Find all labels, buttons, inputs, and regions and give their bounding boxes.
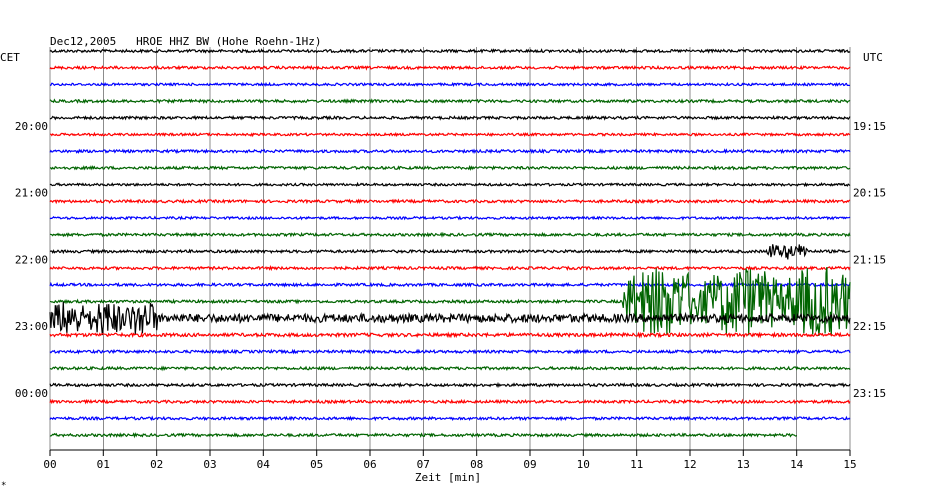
trace-5 bbox=[49, 114, 851, 121]
x-tick-label: 09 bbox=[523, 458, 536, 471]
left-hour-label: 20:00 bbox=[15, 120, 48, 133]
trace-12 bbox=[49, 231, 851, 238]
x-tick-label: 01 bbox=[97, 458, 110, 471]
trace-18 bbox=[49, 331, 851, 339]
corner-mark: * bbox=[1, 481, 6, 491]
left-hour-label: 23:00 bbox=[15, 320, 48, 333]
x-tick-label: 15 bbox=[843, 458, 856, 471]
x-tick-label: 08 bbox=[470, 458, 483, 471]
trace-20 bbox=[49, 365, 851, 372]
left-hour-label: 22:00 bbox=[15, 253, 48, 266]
trace-7 bbox=[49, 148, 851, 155]
trace-24 bbox=[49, 432, 798, 439]
left-hour-label: 21:00 bbox=[15, 187, 48, 200]
trace-4 bbox=[49, 98, 851, 105]
right-hour-label: 21:15 bbox=[853, 253, 886, 266]
trace-21 bbox=[49, 381, 851, 389]
right-hour-label: 23:15 bbox=[853, 387, 886, 400]
trace-10 bbox=[49, 198, 851, 205]
x-axis-label: Zeit [min] bbox=[415, 471, 481, 484]
trace-group bbox=[49, 47, 851, 439]
trace-9 bbox=[49, 181, 851, 188]
x-tick-label: 12 bbox=[683, 458, 696, 471]
trace-3 bbox=[49, 81, 851, 88]
trace-2 bbox=[49, 64, 851, 71]
right-hour-label: 20:15 bbox=[853, 187, 886, 200]
x-tick-label: 04 bbox=[257, 458, 271, 471]
trace-19 bbox=[49, 348, 851, 355]
x-tick-label: 10 bbox=[577, 458, 590, 471]
right-hour-label: 19:15 bbox=[853, 120, 886, 133]
x-tick-label: 02 bbox=[150, 458, 163, 471]
x-tick-label: 05 bbox=[310, 458, 323, 471]
x-tick-label: 06 bbox=[363, 458, 376, 471]
trace-6 bbox=[50, 131, 851, 138]
x-tick-label: 14 bbox=[790, 458, 804, 471]
x-tick-label: 11 bbox=[630, 458, 643, 471]
trace-17 bbox=[49, 301, 851, 336]
trace-1 bbox=[49, 47, 851, 54]
trace-14 bbox=[49, 264, 851, 272]
right-timezone-label: UTC bbox=[863, 51, 883, 64]
x-tick-label: 03 bbox=[203, 458, 216, 471]
trace-16 bbox=[49, 267, 851, 336]
trace-23 bbox=[49, 415, 851, 422]
time-labels: 20:00 21:00 22:00 23:00 00:00 19:15 20:15 21:15… bbox=[15, 120, 886, 400]
trace-13 bbox=[49, 244, 851, 260]
trace-8 bbox=[49, 164, 851, 172]
trace-11 bbox=[49, 215, 851, 221]
chart-title: Dec12,2005 HROE HHZ BW (Hohe Roehn-1Hz) bbox=[50, 35, 322, 48]
x-tick-label: 07 bbox=[417, 458, 430, 471]
x-axis: 00 01 02 03 04 05 06 07 08 09 10 11 12 13 14 15 bbox=[43, 449, 857, 471]
trace-22 bbox=[49, 398, 851, 405]
x-tick-label: 00 bbox=[43, 458, 56, 471]
right-hour-label: 22:15 bbox=[853, 320, 886, 333]
left-timezone-label: CET bbox=[0, 51, 20, 64]
x-tick-label: 13 bbox=[737, 458, 750, 471]
left-hour-label: 00:00 bbox=[15, 387, 48, 400]
